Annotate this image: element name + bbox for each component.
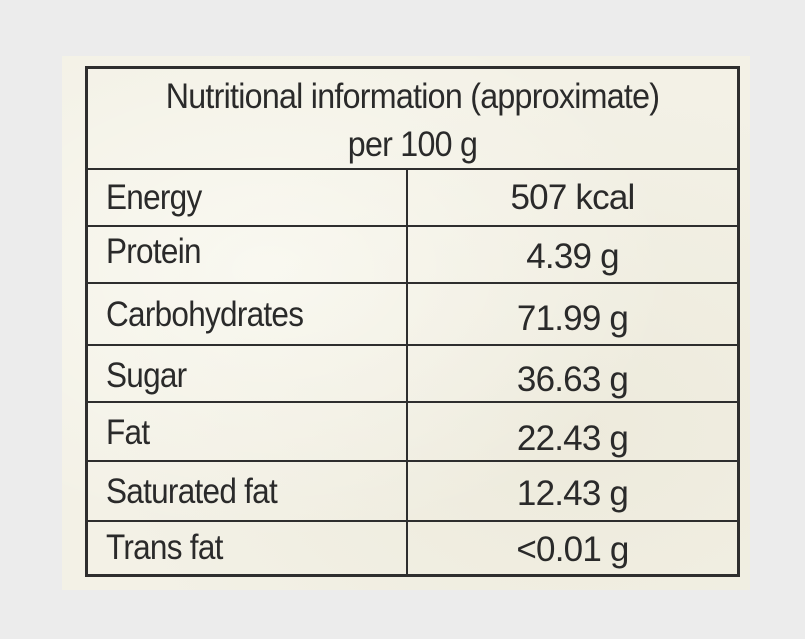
nutrient-value-cell: <0.01 g	[408, 522, 737, 574]
nutrient-name: Energy	[106, 178, 202, 217]
nutrient-name: Sugar	[106, 356, 187, 395]
nutrient-value: 22.43 g	[516, 419, 629, 458]
nutrient-name-cell: Trans fat	[88, 522, 408, 574]
nutrient-name: Fat	[106, 413, 150, 452]
table-header: Nutritional information (approximate) pe…	[88, 69, 737, 170]
nutrient-name-cell: Carbohydrates	[88, 284, 408, 344]
nutrient-value: 71.99 g	[516, 299, 629, 338]
nutrient-name: Carbohydrates	[106, 295, 304, 334]
nutrient-name: Protein	[106, 232, 201, 271]
nutrient-name: Saturated fat	[106, 472, 278, 511]
table-row-saturated-fat: Saturated fat 12.43 g	[88, 462, 737, 522]
nutrient-name-cell: Energy	[88, 170, 408, 225]
nutrient-value-cell: 12.43 g	[408, 462, 737, 520]
nutrient-name-cell: Protein	[88, 227, 408, 282]
nutrient-name-cell: Saturated fat	[88, 462, 408, 520]
nutrient-value: 36.63 g	[516, 360, 629, 399]
nutrient-value-cell: 22.43 g	[408, 403, 737, 460]
table-row-carbohydrates: Carbohydrates 71.99 g	[88, 284, 737, 346]
table-row-fat: Fat 22.43 g	[88, 403, 737, 462]
table-title: Nutritional information (approximate)	[165, 77, 660, 116]
nutrient-value: <0.01 g	[516, 530, 629, 569]
table-row-trans-fat: Trans fat <0.01 g	[88, 522, 737, 574]
nutrient-value-cell: 71.99 g	[408, 284, 737, 344]
nutrient-value: 4.39 g	[526, 237, 619, 276]
nutrient-name: Trans fat	[106, 528, 223, 567]
nutrient-value-cell: 4.39 g	[408, 227, 737, 282]
nutrient-value: 12.43 g	[516, 474, 629, 513]
table-row-sugar: Sugar 36.63 g	[88, 346, 737, 403]
nutrient-value-cell: 36.63 g	[408, 346, 737, 401]
table-subtitle: per 100 g	[347, 125, 478, 164]
nutrient-name-cell: Fat	[88, 403, 408, 460]
nutrient-value: 507 kcal	[510, 178, 636, 217]
table-row-protein: Protein 4.39 g	[88, 227, 737, 284]
nutrient-value-cell: 507 kcal	[408, 170, 737, 225]
nutrient-name-cell: Sugar	[88, 346, 408, 401]
table-row-energy: Energy 507 kcal	[88, 170, 737, 227]
nutrition-table: Nutritional information (approximate) pe…	[85, 66, 740, 577]
